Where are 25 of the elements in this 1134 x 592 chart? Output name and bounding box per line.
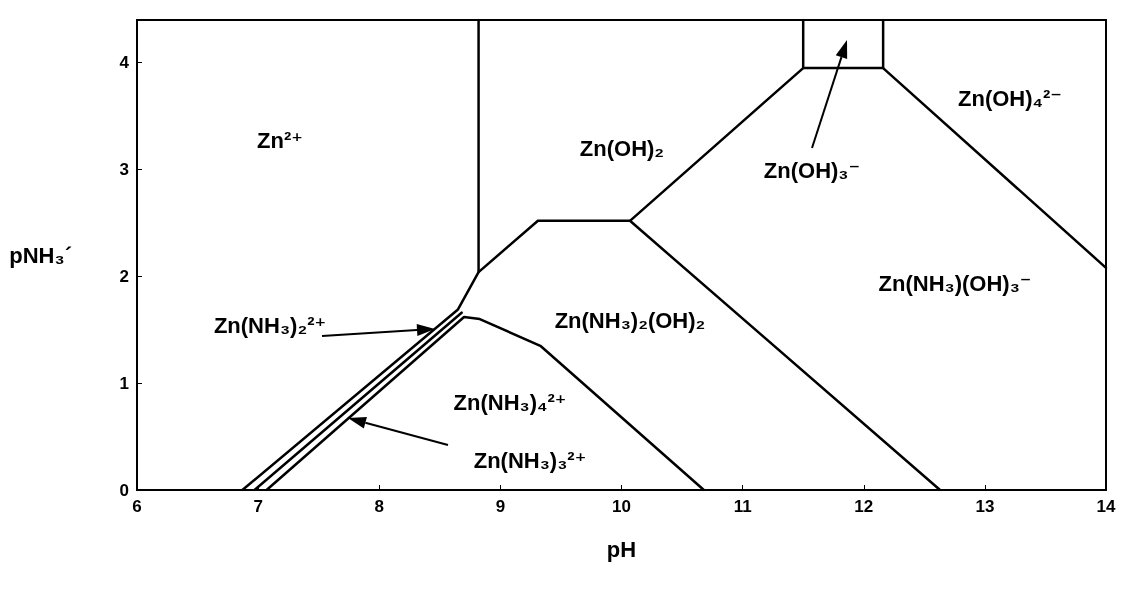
annotation: Zn(NH₃)₄²⁺: [453, 389, 567, 415]
y-tick-label: 3: [119, 160, 129, 180]
annotation: Zn(NH₃)₂(OH)₂: [554, 307, 706, 333]
annotation: Zn(OH)₃⁻: [763, 157, 861, 183]
x-tick-label: 12: [854, 497, 874, 516]
y-tick-label: 0: [119, 480, 129, 500]
x-axis-title: pH: [606, 536, 637, 562]
annotation: Zn(NH₃)₃²⁺: [473, 447, 587, 473]
x-tick-label: 6: [132, 497, 142, 516]
x-tick-label: 7: [253, 497, 263, 516]
y-axis-title: pNH₃´: [9, 242, 72, 268]
x-tick-label: 14: [1096, 497, 1116, 516]
annotation: Zn²⁺: [257, 127, 303, 153]
x-tick-label: 10: [612, 497, 631, 516]
x-tick-label: 13: [975, 497, 995, 516]
x-tick-label: 8: [374, 497, 384, 516]
y-tick-label: 1: [119, 373, 129, 393]
annotation: Zn(NH₃)₂²⁺: [213, 312, 327, 338]
annotation: Zn(NH₃)(OH)₃⁻: [878, 270, 1032, 296]
annotation: Zn(OH)₂: [579, 135, 665, 161]
y-tick-label: 2: [119, 266, 129, 286]
annotation: Zn(OH)₄²⁻: [958, 85, 1062, 111]
x-tick-label: 11: [733, 497, 752, 516]
x-tick-label: 9: [495, 497, 506, 516]
y-tick-label: 4: [119, 53, 130, 73]
